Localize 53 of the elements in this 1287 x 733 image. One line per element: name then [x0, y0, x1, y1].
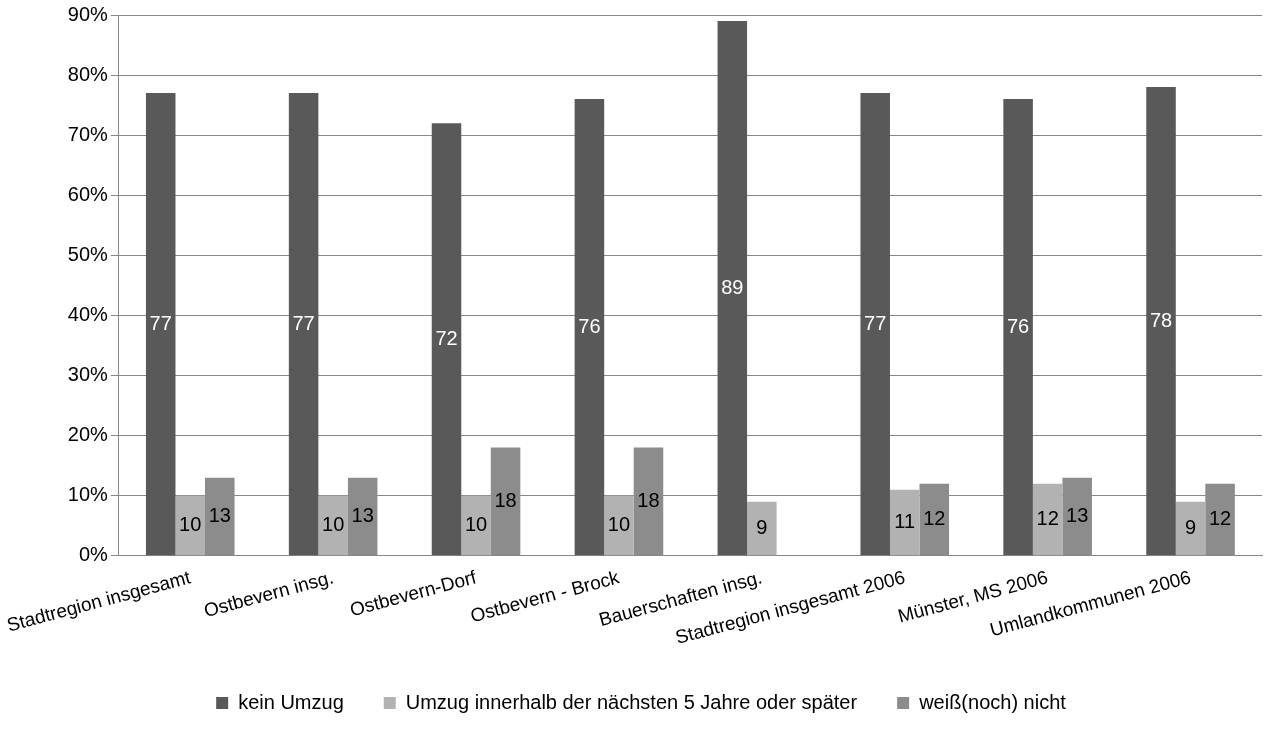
- bar: [747, 501, 777, 556]
- bar: [461, 495, 491, 556]
- data-label: 11: [894, 509, 916, 532]
- data-label: 12: [923, 506, 946, 529]
- data-label: 77: [149, 311, 172, 334]
- bar: [145, 93, 176, 556]
- bar: [604, 495, 634, 556]
- bar: [1003, 99, 1033, 556]
- data-label: 76: [1006, 314, 1030, 337]
- bar: [288, 93, 319, 556]
- data-label: 12: [1036, 506, 1059, 529]
- data-label: 10: [607, 512, 631, 535]
- bar: [860, 93, 890, 556]
- y-tick-label: 40%: [67, 302, 108, 325]
- y-tick-label: 70%: [67, 122, 108, 145]
- data-label: 72: [435, 326, 458, 349]
- data-label: 13: [1066, 503, 1089, 526]
- data-label: 10: [322, 512, 345, 535]
- y-tick-label: 50%: [67, 242, 108, 265]
- data-label: 10: [179, 512, 202, 535]
- data-label: 76: [578, 314, 601, 337]
- data-label: 77: [864, 311, 887, 334]
- bar: [175, 495, 206, 556]
- data-label: 77: [292, 311, 315, 334]
- data-label: 89: [721, 275, 744, 298]
- data-label: 9: [1184, 515, 1197, 538]
- data-label: 78: [1149, 308, 1173, 331]
- data-label: 10: [464, 512, 488, 535]
- bar: [889, 489, 920, 556]
- data-label: 18: [637, 488, 660, 511]
- legend-label: kein Umzug: [238, 690, 344, 713]
- bar: [431, 123, 462, 556]
- x-tick-label: Ostbevern insg.: [201, 566, 336, 622]
- y-tick-label: 90%: [67, 2, 108, 25]
- data-label: 9: [756, 515, 768, 538]
- data-label: 18: [494, 488, 517, 511]
- bar: [717, 21, 748, 556]
- data-label: 13: [208, 503, 231, 526]
- data-label: 12: [1208, 506, 1232, 529]
- bar: [1146, 87, 1176, 556]
- y-tick-label: 0%: [78, 543, 108, 566]
- data-label: 13: [351, 503, 374, 526]
- bar: [1032, 483, 1063, 556]
- y-tick-label: 30%: [67, 363, 108, 386]
- legend-label: Umzug innerhalb der nächsten 5 Jahre oder später: [405, 690, 858, 713]
- y-tick-label: 20%: [67, 423, 108, 446]
- y-tick-label: 60%: [67, 182, 108, 205]
- bar: [318, 495, 348, 556]
- bar: [574, 99, 605, 556]
- y-tick-label: 80%: [67, 62, 108, 85]
- y-tick-label: 10%: [67, 483, 108, 506]
- bar: [1175, 501, 1206, 556]
- legend-label: weiß(noch) nicht: [918, 690, 1067, 713]
